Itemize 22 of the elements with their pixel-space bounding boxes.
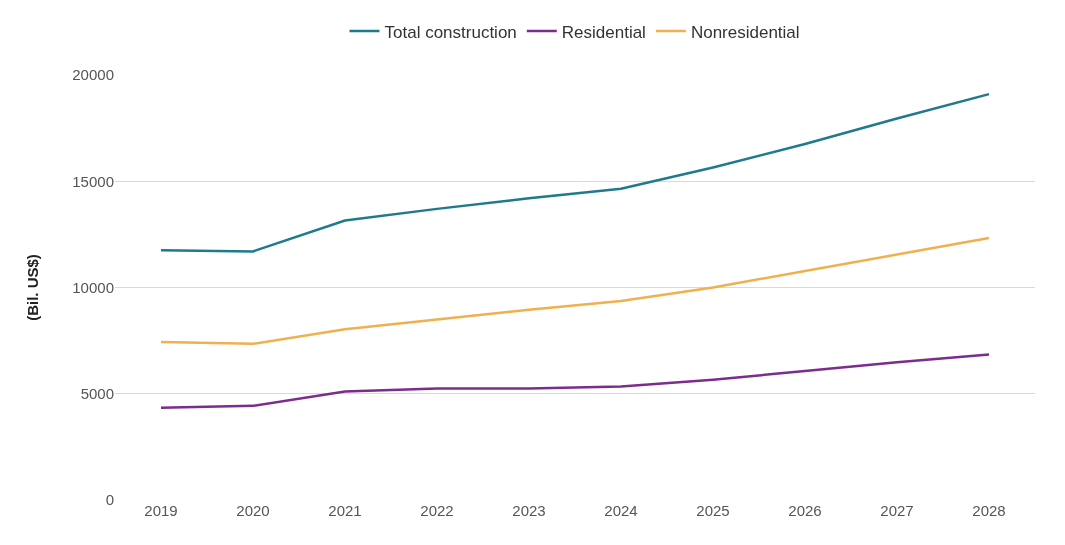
x-tick-label: 2026	[788, 502, 822, 519]
x-tick-label: 2019	[144, 502, 178, 519]
y-tick-label: 20000	[72, 66, 114, 84]
legend-label: Nonresidential	[690, 22, 800, 42]
legend-label: Residential	[561, 22, 646, 42]
x-tick-label: 2020	[236, 502, 270, 519]
x-tick-label: 2023	[512, 502, 546, 519]
legend-label: Total construction	[384, 22, 517, 42]
x-tick-label: 2024	[604, 502, 638, 519]
y-tick-label: 15000	[72, 172, 114, 190]
line-series	[159, 92, 991, 253]
x-tick-label: 2028	[972, 502, 1006, 519]
x-tick-label: 2022	[420, 502, 454, 519]
x-tick-label: 2027	[880, 502, 914, 519]
y-tick-label: 10000	[72, 278, 114, 296]
y-axis-title: (Bil. US$)	[23, 254, 41, 321]
y-tick-label: 0	[105, 491, 114, 509]
line-series	[159, 353, 991, 410]
y-tick-label: 5000	[80, 385, 114, 402]
x-tick-label: 2021	[328, 502, 362, 519]
x-tick-label: 2025	[696, 502, 730, 519]
line-series	[159, 236, 991, 346]
